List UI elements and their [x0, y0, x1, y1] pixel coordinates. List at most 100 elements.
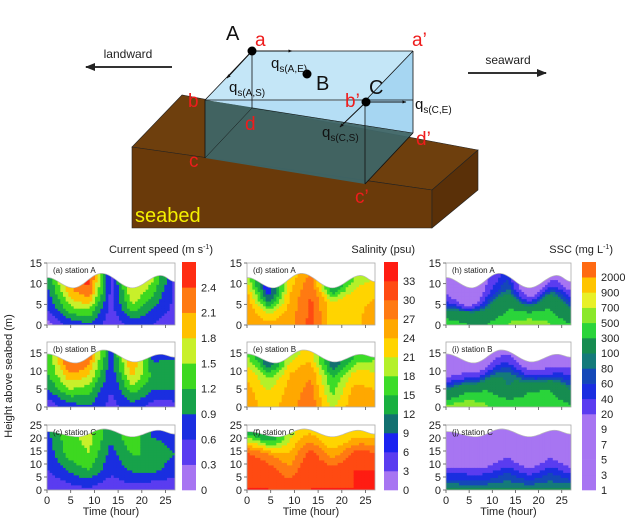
- heatmap-cell: [116, 315, 120, 319]
- heatmap-cell: [65, 315, 69, 319]
- heatmap-cell: [305, 402, 309, 405]
- heatmap-cell: [116, 389, 120, 393]
- heatmap-cell: [303, 377, 307, 380]
- heatmap-cell: [161, 447, 165, 451]
- heatmap-cell: [356, 289, 360, 293]
- heatmap-cell: [159, 399, 163, 403]
- heatmap-cell: [308, 359, 312, 363]
- heatmap-cell: [84, 460, 88, 463]
- heatmap-cell: [305, 382, 309, 385]
- heatmap-cell: [73, 296, 77, 300]
- heatmap-cell: [60, 286, 64, 290]
- heatmap-cell: [49, 282, 53, 285]
- heatmap-cell: [367, 282, 371, 285]
- heatmap-cell: [295, 291, 299, 295]
- heatmap-cell: [79, 382, 83, 385]
- heatmap-cell: [356, 310, 360, 314]
- heatmap-cell: [137, 450, 141, 453]
- heatmap-cell: [108, 369, 112, 373]
- heatmap-cell: [143, 485, 147, 488]
- heatmap-cell: [129, 477, 133, 481]
- heatmap-cell: [137, 445, 141, 448]
- heatmap-cell: [265, 298, 269, 302]
- heatmap-cell: [335, 367, 339, 370]
- heatmap-cell: [351, 313, 355, 316]
- heatmap-cell: [121, 379, 125, 383]
- heatmap-cell: [156, 465, 160, 468]
- heatmap-cell: [372, 296, 375, 300]
- heatmap-cell: [281, 291, 285, 295]
- heatmap-cell: [306, 347, 309, 350]
- heatmap-cell: [84, 394, 88, 398]
- heatmap-cell: [268, 310, 272, 314]
- heatmap-cell: [135, 367, 139, 370]
- heatmap-cell: [255, 404, 259, 407]
- heatmap-cell: [132, 296, 136, 300]
- heatmap-cell: [111, 296, 115, 300]
- heatmap-cell: [332, 392, 336, 395]
- heatmap-cell: [132, 289, 136, 293]
- heatmap-cell: [108, 315, 112, 319]
- heatmap-cell: [127, 455, 131, 458]
- heatmap-cell: [89, 397, 93, 400]
- heatmap-cell: [73, 308, 77, 312]
- heatmap-cell: [92, 303, 96, 307]
- heatmap-cell: [311, 286, 315, 290]
- heatmap-cell: [79, 322, 83, 325]
- heatmap-cell: [108, 447, 112, 451]
- heatmap-cell: [316, 384, 320, 388]
- heatmap-cell: [81, 447, 85, 451]
- heatmap-cell: [71, 477, 75, 481]
- heatmap-cell: [257, 392, 261, 395]
- heatmap-cell: [329, 315, 333, 319]
- heatmap-cell: [76, 482, 80, 486]
- heatmap-cell: [297, 284, 301, 288]
- heatmap-cell: [89, 437, 93, 441]
- heatmap-cell: [265, 308, 269, 312]
- heatmap-cell: [119, 457, 123, 461]
- heatmap-cell: [52, 487, 56, 490]
- heatmap-cell: [361, 273, 365, 276]
- heatmap-cell: [273, 284, 277, 288]
- heatmap-cell: [47, 384, 51, 388]
- heatmap-cell: [252, 404, 256, 407]
- heatmap-cell: [156, 435, 160, 438]
- heatmap-cell: [337, 404, 341, 407]
- heatmap-cell: [271, 372, 275, 375]
- heatmap-cell: [249, 359, 253, 363]
- heatmap-cell: [76, 450, 80, 453]
- heatmap-cell: [87, 440, 91, 443]
- heatmap-cell: [47, 475, 51, 478]
- heatmap-cell: [287, 282, 291, 285]
- heatmap-cell: [73, 477, 77, 481]
- heatmap-cell: [327, 303, 331, 307]
- heatmap-cell: [132, 487, 136, 490]
- heatmap-cell: [76, 465, 80, 468]
- heatmap-cell: [297, 274, 301, 278]
- heatmap-cell: [145, 305, 149, 309]
- heatmap-cell: [145, 472, 149, 476]
- heatmap-cell: [359, 282, 363, 285]
- heatmap-cell: [119, 379, 123, 383]
- heatmap-cell: [73, 455, 77, 458]
- heatmap-cell: [255, 310, 259, 314]
- heatmap-cell: [119, 460, 123, 463]
- heatmap-cell: [340, 289, 344, 293]
- heatmap-cell: [71, 372, 75, 375]
- heatmap-cell: [167, 402, 171, 405]
- heatmap-cell: [260, 369, 264, 373]
- heatmap-cell: [308, 298, 312, 302]
- heatmap-cell: [148, 284, 152, 288]
- heatmap-cell: [292, 279, 296, 283]
- heatmap-cell: [49, 379, 53, 383]
- heatmap-cell: [292, 294, 296, 297]
- heatmap-cell: [143, 404, 147, 407]
- heatmap-cell: [257, 369, 261, 373]
- heatmap-cell: [292, 274, 296, 278]
- heatmap-cell: [49, 475, 53, 478]
- heatmap-cell: [57, 322, 61, 325]
- heatmap-cell: [156, 374, 160, 378]
- heatmap-cell: [145, 298, 149, 302]
- heatmap-cell: [151, 277, 155, 281]
- heatmap-cell: [111, 457, 115, 461]
